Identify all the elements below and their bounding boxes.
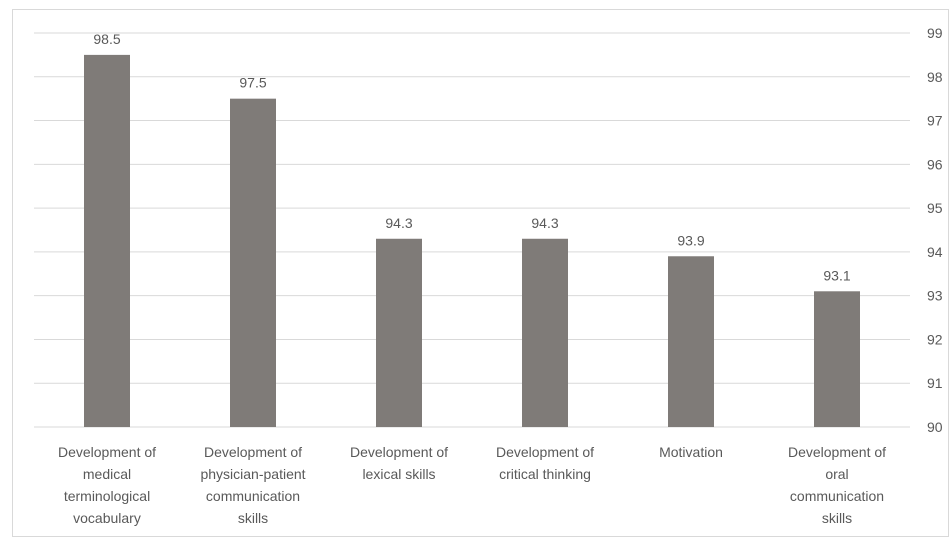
category-label-line: skills (822, 510, 852, 526)
data-labels: 98.5 97.5 94.3 94.3 93.9 93.1 (93, 31, 850, 283)
category-label-line: Development of (58, 444, 156, 460)
category-label-line: skills (238, 510, 268, 526)
category-label-line: Motivation (659, 444, 723, 460)
category-label: Development of oral communication skills (788, 444, 886, 526)
y-axis-ticks: 90 91 92 93 94 95 96 97 98 99 (927, 25, 943, 435)
y-tick-label: 98 (927, 69, 943, 85)
data-label: 97.5 (239, 75, 266, 91)
y-tick-label: 92 (927, 331, 943, 347)
category-label: Motivation (659, 444, 723, 460)
category-label-line: oral (825, 466, 848, 482)
category-label-line: medical (83, 466, 131, 482)
gridlines (34, 32, 910, 428)
y-tick-label: 95 (927, 200, 943, 216)
bar (668, 256, 714, 427)
bar (522, 238, 568, 427)
category-label-line: Development of (350, 444, 448, 460)
category-label: Development of critical thinking (496, 444, 594, 482)
data-label: 94.3 (385, 215, 412, 231)
bars (84, 54, 860, 428)
data-label: 94.3 (531, 215, 558, 231)
category-label-line: physician-patient (200, 466, 305, 482)
category-label-line: communication (206, 488, 300, 504)
y-tick-label: 94 (927, 244, 943, 260)
bar (814, 291, 860, 427)
bar (376, 238, 422, 427)
category-label: Development of physician-patient communica… (200, 444, 305, 526)
y-tick-label: 93 (927, 288, 943, 304)
category-label-line: Development of (788, 444, 886, 460)
data-label: 98.5 (93, 31, 120, 47)
data-label: 93.9 (677, 232, 704, 248)
chart-frame (12, 9, 949, 537)
category-label: Development of lexical skills (350, 444, 448, 482)
data-label: 93.1 (823, 267, 850, 283)
bar (84, 54, 130, 428)
y-tick-label: 90 (927, 419, 943, 435)
bar (230, 98, 276, 428)
y-tick-label: 91 (927, 375, 943, 391)
y-tick-label: 99 (927, 25, 943, 41)
category-label-line: lexical skills (362, 466, 435, 482)
category-label-line: terminological (64, 488, 150, 504)
category-label-line: vocabulary (73, 510, 141, 526)
category-label: Development of medical terminological vocab… (58, 444, 156, 526)
category-label-line: Development of (496, 444, 594, 460)
y-tick-label: 97 (927, 113, 943, 129)
y-tick-label: 96 (927, 156, 943, 172)
category-label-line: critical thinking (499, 466, 591, 482)
x-axis-categories: Development of medical terminological vocab… (58, 444, 886, 526)
category-label-line: communication (790, 488, 884, 504)
category-label-line: Development of (204, 444, 302, 460)
